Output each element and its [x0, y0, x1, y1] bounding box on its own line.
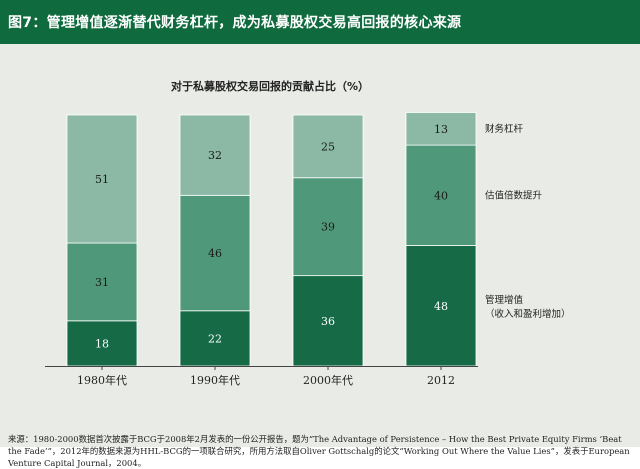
chart-panel: 对于私募股权交易回报的贡献占比（%） 18 31 51 22 46 32 36 39 25 48 4… — [0, 44, 640, 468]
bars-group: 18 31 51 22 46 32 36 39 25 48 40 13 — [66, 112, 477, 367]
bar-segment — [179, 194, 251, 312]
stacked-bar-chart: 对于私募股权交易回报的贡献占比（%） 18 31 51 22 46 32 36 39 25 48 4… — [45, 79, 571, 387]
bar-segment — [179, 310, 251, 367]
bar-segment — [66, 242, 138, 322]
bar-segment — [179, 114, 251, 196]
data-label: 48 — [434, 300, 448, 313]
data-label: 46 — [208, 247, 222, 260]
data-label: 25 — [321, 140, 335, 153]
bar-segment — [292, 177, 364, 277]
bar-segment — [66, 320, 138, 367]
data-label: 31 — [95, 276, 109, 289]
data-label: 40 — [434, 189, 448, 202]
legend-label: 估值倍数提升 — [485, 189, 543, 201]
bar-segment — [405, 144, 477, 246]
data-label: 22 — [208, 332, 222, 345]
source-footnote: 来源：1980-2000数据首次披露于BCG于2008年2月发表的一份公开报告，… — [8, 434, 630, 468]
bar-segment — [405, 245, 477, 367]
category-axis: 1980年代 1990年代 2000年代 2012 — [45, 366, 478, 387]
category-label: 2000年代 — [303, 373, 353, 387]
bar-segment — [66, 114, 138, 244]
legend-label: 管理增值 — [485, 294, 524, 306]
chart-title: 对于私募股权交易回报的贡献占比（%） — [171, 79, 369, 93]
category-label: 2012 — [427, 374, 455, 387]
data-label: 18 — [95, 337, 109, 350]
legend-label: 财务杠杆 — [485, 123, 524, 135]
category-label: 1980年代 — [77, 373, 127, 387]
data-label: 39 — [321, 221, 335, 234]
bar-segment — [405, 112, 477, 146]
data-label: 36 — [321, 315, 335, 328]
data-label: 13 — [434, 123, 448, 136]
bar-segment — [292, 114, 364, 179]
category-label: 1990年代 — [190, 373, 240, 387]
figure-title: 图7：管理增值逐渐替代财务杠杆，成为私募股权交易高回报的核心来源 — [8, 15, 462, 31]
legend-label-sub: （收入和盈利增加） — [485, 308, 571, 320]
data-label: 51 — [95, 173, 109, 186]
data-label: 32 — [208, 149, 222, 162]
figure-title-banner: 图7：管理增值逐渐替代财务杠杆，成为私募股权交易高回报的核心来源 — [0, 0, 640, 44]
